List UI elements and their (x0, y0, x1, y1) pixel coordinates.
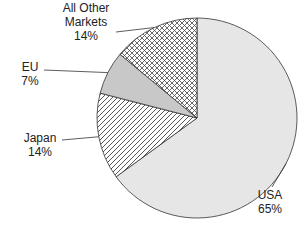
svg-text:Japan14%: Japan14% (24, 131, 57, 159)
svg-text:All OtherMarkets14%: All OtherMarkets14% (63, 1, 110, 43)
svg-text:EU7%: EU7% (21, 60, 39, 88)
svg-text:USA65%: USA65% (258, 188, 283, 216)
